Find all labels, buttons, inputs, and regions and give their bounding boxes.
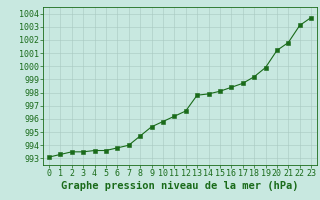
X-axis label: Graphe pression niveau de la mer (hPa): Graphe pression niveau de la mer (hPa) <box>61 181 299 191</box>
